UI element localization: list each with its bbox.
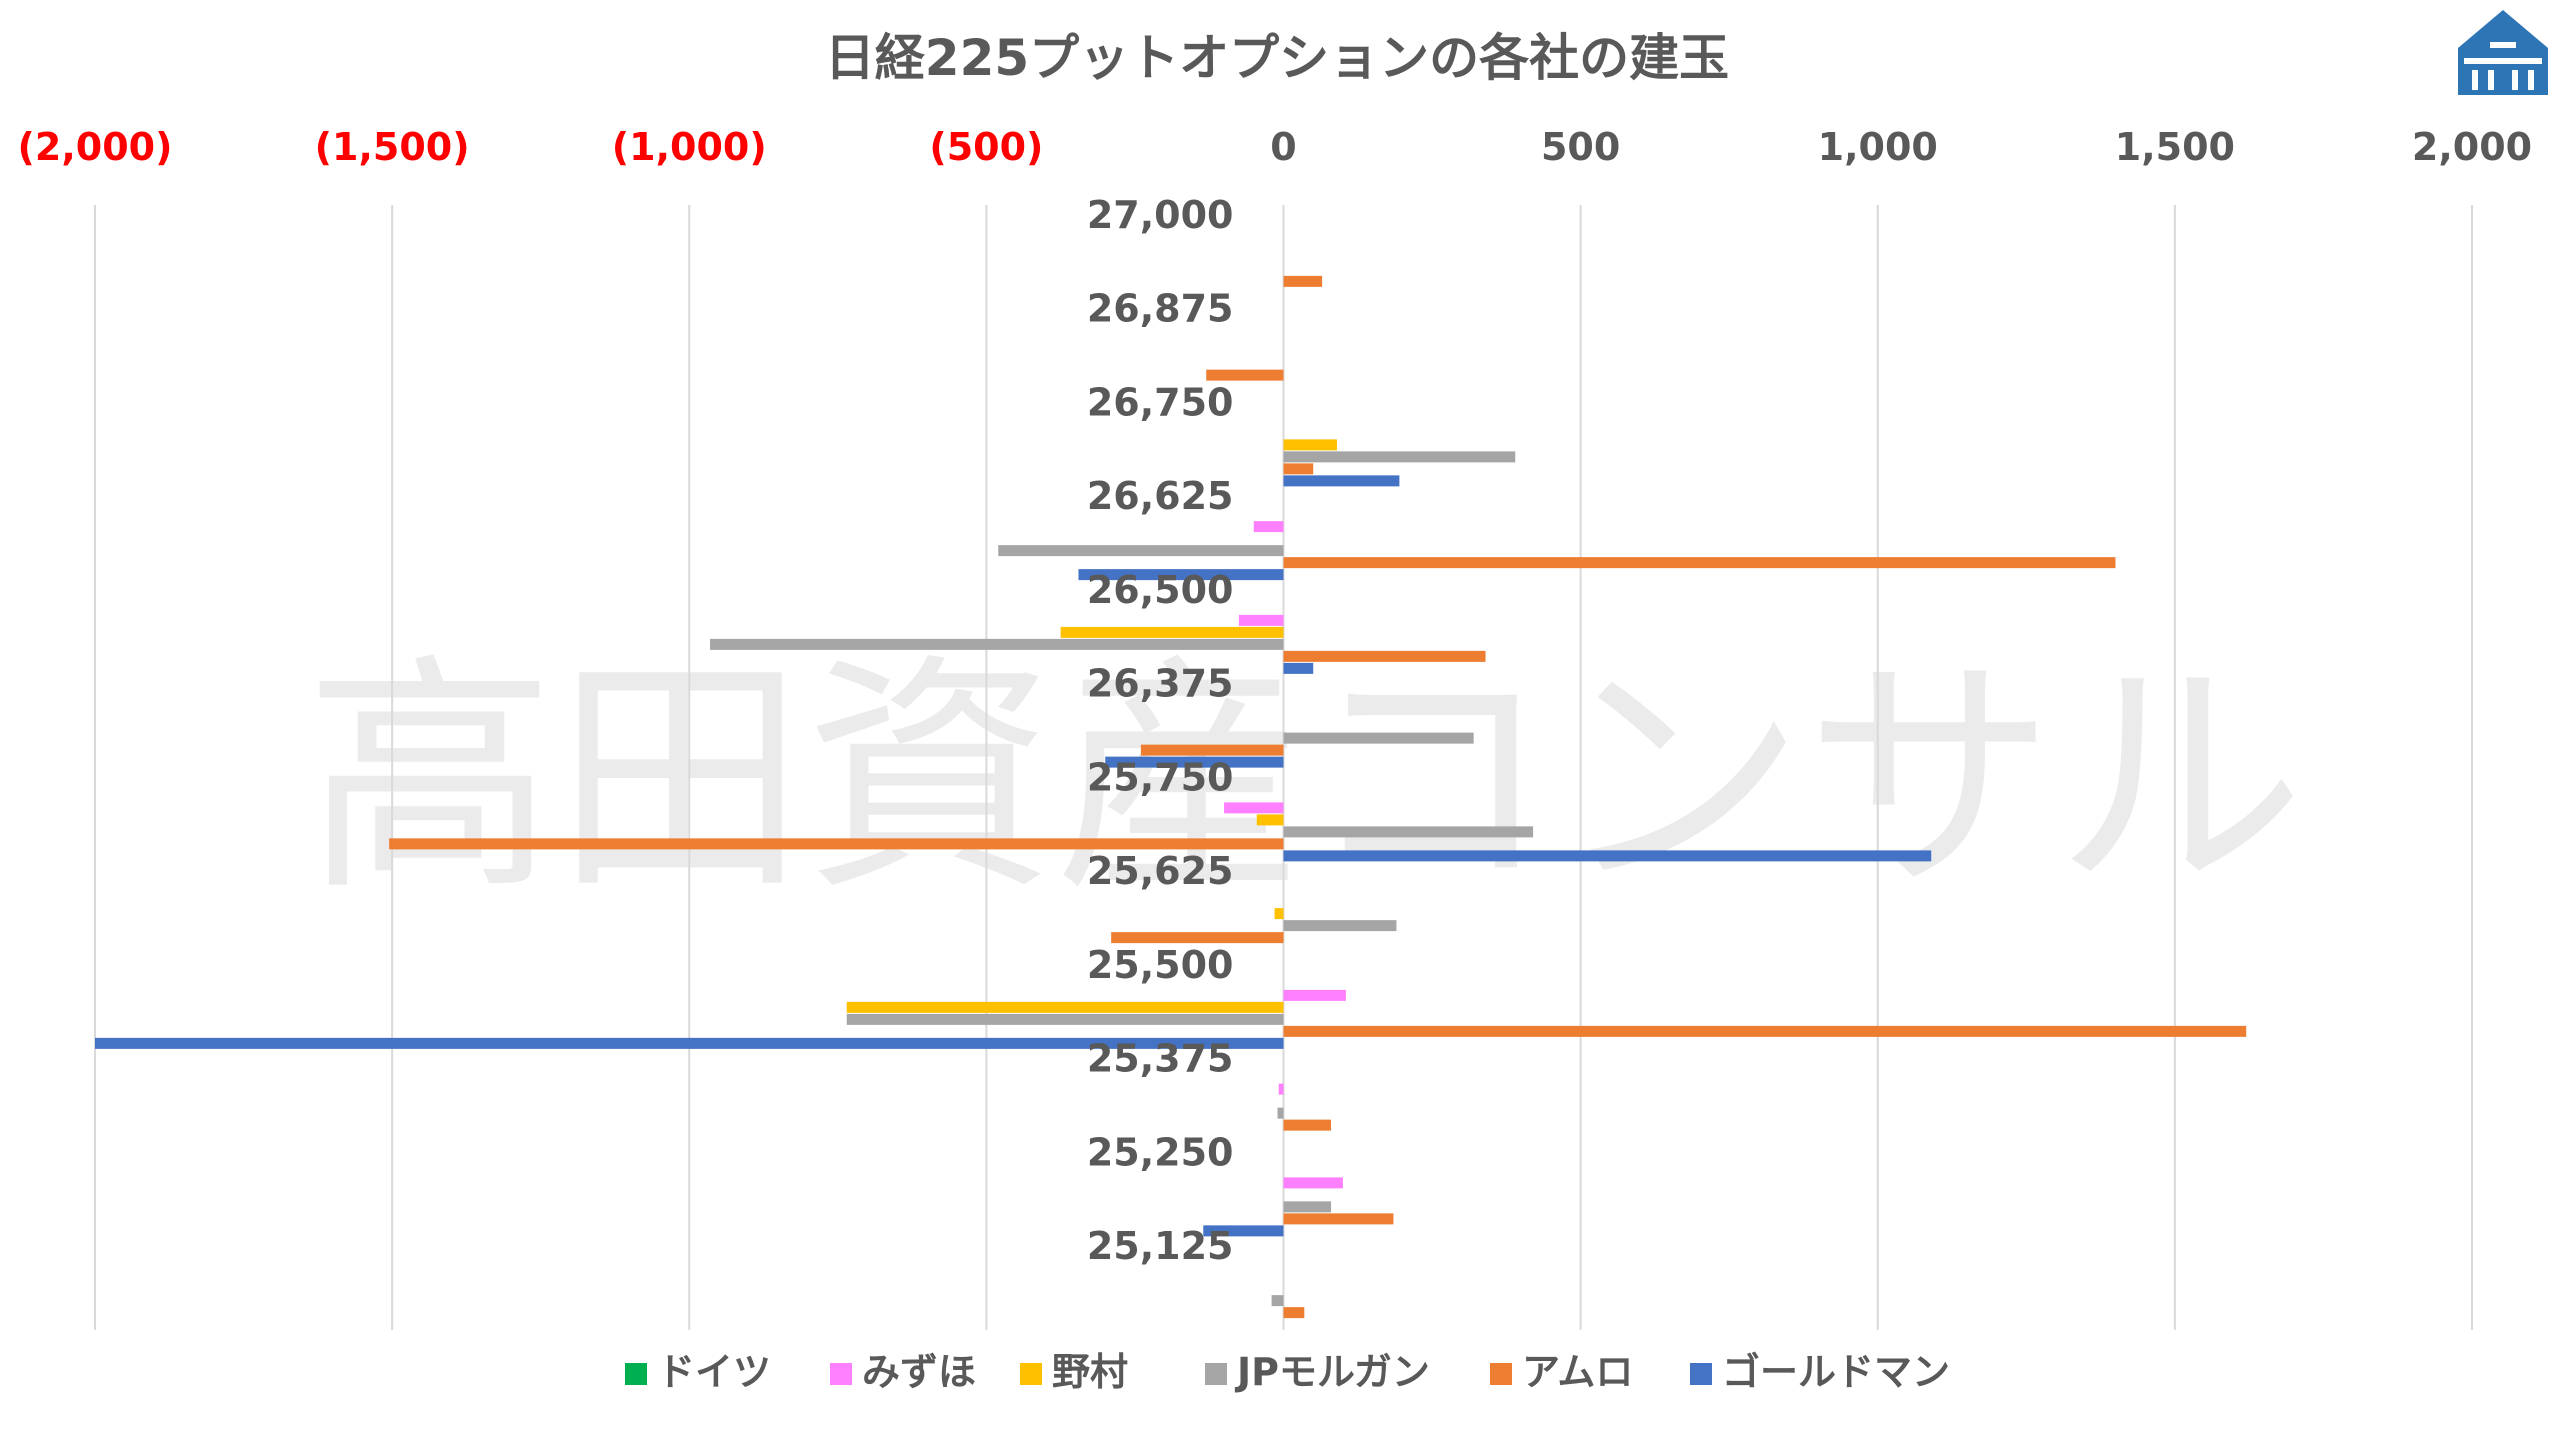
x-tick-label: 500 [1541, 125, 1620, 169]
legend-label: JPモルガン [1234, 1350, 1430, 1394]
bar-アムロ-25,500 [1283, 1025, 2247, 1037]
legend: ドイツ みずほ 野村 JPモルガン アムロ ゴールドマン [625, 1350, 1950, 1394]
bar-みずほ-25,750 [1224, 802, 1284, 814]
bar-ゴールドマン-26,500 [1283, 662, 1314, 674]
bar-ゴールドマン-26,750 [1283, 475, 1400, 487]
bar-JPモルガン-25,250 [1283, 1201, 1332, 1213]
bar-野村-25,625 [1274, 908, 1284, 920]
category-label: 25,500 [1087, 943, 1234, 987]
x-tick-label: 1,500 [2115, 125, 2235, 169]
legend-swatch [830, 1363, 852, 1385]
logo-icon [2458, 10, 2548, 95]
bar-ゴールドマン-25,500 [95, 1037, 1284, 1049]
category-label: 26,500 [1087, 568, 1234, 612]
bar-JPモルガン-26,750 [1283, 451, 1516, 463]
bar-みずほ-25,375 [1278, 1083, 1284, 1095]
category-label: 26,750 [1087, 380, 1234, 424]
bar-みずほ-25,250 [1283, 1177, 1343, 1189]
x-tick-label: (2,000) [18, 125, 173, 169]
bar-JPモルガン-26,625 [998, 545, 1284, 557]
x-tick-label: 1,000 [1818, 125, 1938, 169]
bar-ゴールドマン-25,250 [1203, 1225, 1284, 1237]
bar-アムロ-25,250 [1283, 1213, 1394, 1225]
category-label: 27,000 [1087, 193, 1234, 237]
x-tick-label: (1,000) [612, 125, 767, 169]
legend-swatch [1490, 1363, 1512, 1385]
bar-JPモルガン-26,375 [1283, 732, 1474, 744]
bar-JPモルガン-26,500 [710, 638, 1284, 650]
category-label: 26,875 [1087, 287, 1234, 331]
bar-アムロ-26,750 [1283, 463, 1314, 475]
category-label: 26,625 [1087, 474, 1234, 518]
bars [95, 275, 2247, 1319]
bar-ゴールドマン-25,750 [1283, 850, 1932, 862]
bar-アムロ-25,750 [389, 838, 1284, 850]
bar-野村-26,750 [1283, 439, 1337, 451]
bar-JPモルガン-25,625 [1283, 920, 1397, 932]
category-label: 25,625 [1087, 849, 1234, 893]
chart-title: 日経225プットオプションの各社の建玉 [825, 29, 1729, 87]
bar-JPモルガン-25,500 [846, 1013, 1284, 1025]
bar-みずほ-25,500 [1283, 989, 1346, 1001]
x-tick-label: (500) [929, 125, 1043, 169]
category-label: 25,125 [1087, 1224, 1234, 1268]
legend-label: ゴールドマン [1722, 1350, 1950, 1394]
legend-swatch [625, 1363, 647, 1385]
bar-アムロ-26,625 [1283, 557, 2116, 569]
bar-野村-26,500 [1060, 626, 1284, 638]
category-label: 25,375 [1087, 1037, 1234, 1081]
x-tick-label: 2,000 [2412, 125, 2532, 169]
legend-swatch [1205, 1363, 1227, 1385]
legend-swatch [1690, 1363, 1712, 1385]
bar-JPモルガン-25,125 [1271, 1295, 1284, 1307]
category-labels: 27,000 26,875 26,750 26,625 26,500 26,375 25,7… [1087, 193, 1234, 1268]
watermark: 高田資産コンサル [305, 633, 2305, 924]
category-label: 25,250 [1087, 1130, 1234, 1174]
x-axis-ticks: (2,000) (1,500) (1,000) (500) 0 500 1,000 1,500… [18, 125, 2533, 169]
legend-swatch [1020, 1363, 1042, 1385]
bar-野村-25,500 [846, 1001, 1284, 1013]
legend-label: ドイツ [657, 1350, 771, 1394]
bar-アムロ-25,625 [1111, 932, 1284, 944]
legend-label: 野村 [1052, 1350, 1128, 1394]
bar-アムロ-25,375 [1283, 1119, 1332, 1131]
bar-アムロ-26,375 [1140, 744, 1284, 756]
bar-ゴールドマン-26,375 [1105, 756, 1284, 768]
bar-アムロ-25,125 [1283, 1307, 1305, 1319]
bar-みずほ-26,625 [1253, 521, 1284, 533]
bar-アムロ-26,500 [1283, 650, 1486, 662]
bar-JPモルガン-25,375 [1277, 1107, 1284, 1119]
category-label: 25,750 [1087, 755, 1234, 799]
bar-みずほ-26,500 [1238, 614, 1284, 626]
bar-ゴールドマン-26,625 [1078, 569, 1284, 581]
category-label: 26,375 [1087, 662, 1234, 706]
x-tick-label: 0 [1270, 125, 1296, 169]
bar-JPモルガン-25,750 [1283, 826, 1534, 838]
legend-label: みずほ [862, 1350, 976, 1394]
bar-野村-25,750 [1256, 814, 1284, 826]
legend-label: アムロ [1522, 1350, 1633, 1394]
bar-アムロ-26,875 [1206, 369, 1284, 381]
x-tick-label: (1,500) [315, 125, 470, 169]
bar-アムロ-27,000 [1283, 275, 1323, 287]
